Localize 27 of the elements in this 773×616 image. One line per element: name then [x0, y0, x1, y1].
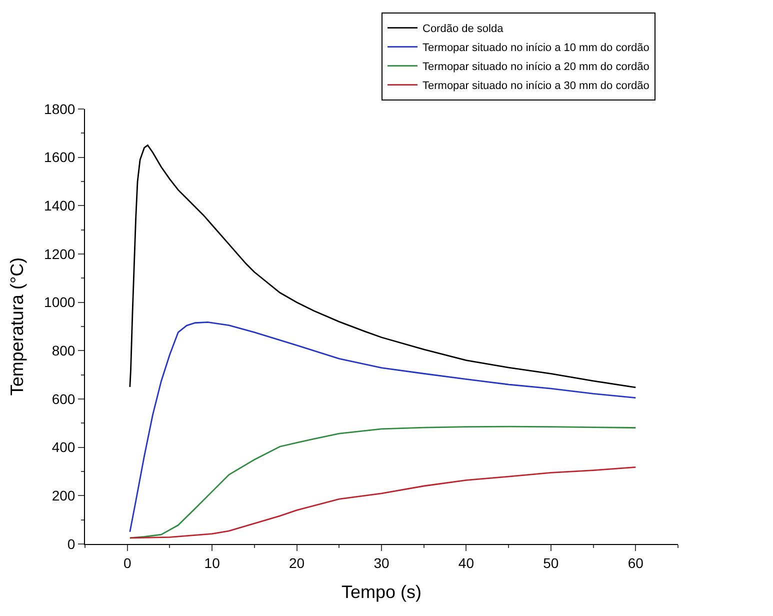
x-tick-label: 30 — [374, 554, 390, 571]
y-tick-label: 0 — [67, 536, 76, 552]
x-axis-title: Tempo (s) — [341, 582, 422, 602]
x-tick-label: 60 — [628, 554, 644, 571]
x-tick-label: 50 — [543, 554, 559, 571]
x-tick-label: 0 — [123, 554, 132, 571]
line-series — [129, 321, 636, 533]
y-tick-label: 600 — [52, 390, 76, 407]
x-tick-label: 20 — [289, 554, 305, 571]
x-tick-label: 40 — [458, 554, 474, 571]
y-tick-label: 400 — [52, 439, 76, 456]
y-axis-title: Temperatura (°C) — [7, 257, 28, 396]
y-tick-label: 800 — [52, 342, 76, 359]
line-series — [129, 144, 636, 388]
y-tick-label: 1200 — [44, 246, 76, 262]
line-series — [129, 466, 636, 539]
y-tick-label: 1800 — [44, 100, 76, 117]
y-tick-label: 1000 — [44, 294, 76, 310]
legend-label: Termopar situado no início a 20 mm do cordão — [422, 61, 650, 74]
x-tick-label: 10 — [204, 554, 220, 571]
y-tick-label: 200 — [52, 488, 76, 504]
legend-label: Termopar situado no início a 30 mm do cordão — [422, 80, 650, 92]
y-tick-label: 1600 — [44, 149, 76, 166]
y-tick-label: 1400 — [44, 198, 76, 214]
legend-label: Cordão de solda — [422, 23, 504, 36]
legend-label: Termopar situado no início a 10 mm do cordão — [422, 42, 650, 54]
line-series — [129, 426, 636, 539]
